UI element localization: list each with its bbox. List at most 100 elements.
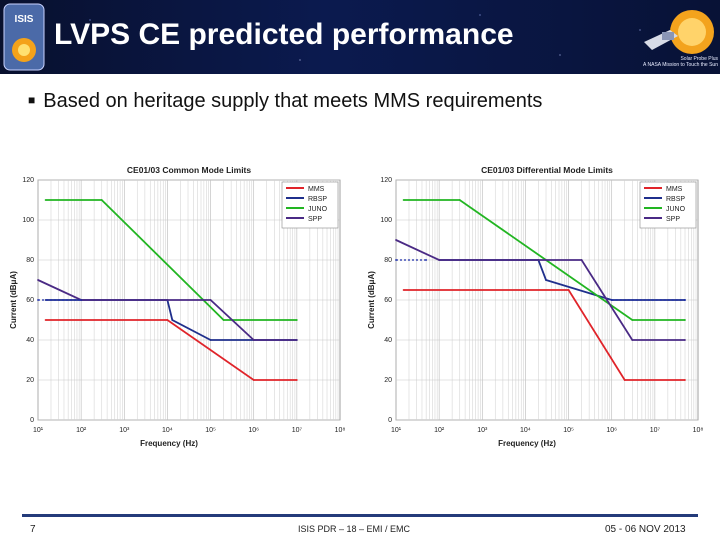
series-line-mms — [403, 289, 685, 381]
legend-box — [639, 181, 697, 229]
x-tick-label: 10² — [434, 427, 445, 434]
logo-text: ISIS — [15, 14, 34, 25]
data-point — [37, 299, 39, 301]
data-point — [395, 259, 397, 261]
y-tick-label: 40 — [26, 337, 34, 344]
data-point — [171, 319, 174, 321]
x-axis-label: Frequency (Hz) — [498, 439, 556, 448]
data-point — [252, 379, 255, 381]
bullet-text: Based on heritage supply that meets MMS … — [43, 90, 543, 112]
data-point — [631, 339, 634, 341]
page-number: 7 — [30, 524, 36, 535]
differential-mode-chart: 10¹ 10² 10³ 10⁴ 10⁵ 10⁶ 10⁷ 10⁸ 0 20 40 60 80 100 120 C… — [367, 165, 704, 448]
x-tick-label: 10⁵ — [205, 427, 216, 434]
y-tick-label: 60 — [384, 297, 392, 304]
data-point — [252, 339, 255, 341]
x-tick-label: 10⁴ — [520, 427, 531, 434]
legend-label: RBSP — [308, 196, 327, 203]
y-tick-label: 100 — [22, 217, 34, 224]
solar-probe-plus-logo — [644, 10, 714, 54]
data-point — [438, 259, 441, 261]
y-tick-label: 80 — [26, 257, 34, 264]
data-point — [44, 319, 47, 321]
isis-logo: ISIS — [3, 3, 45, 71]
data-point — [684, 319, 686, 321]
legend-box — [281, 181, 339, 229]
data-point — [684, 299, 686, 301]
legend-label: SPP — [666, 216, 680, 223]
data-point — [209, 299, 212, 301]
data-point — [567, 289, 570, 291]
y-axis-label: Current (dBμA) — [367, 271, 376, 329]
y-tick-label: 0 — [30, 417, 34, 424]
data-point — [37, 279, 39, 281]
x-tick-label: 10¹ — [391, 427, 402, 434]
y-tick-label: 120 — [380, 177, 392, 184]
data-point — [545, 279, 547, 281]
chart-title: CE01/03 Differential Mode Limits — [481, 165, 613, 175]
x-tick-label: 10⁵ — [563, 427, 574, 434]
legend-label: SPP — [308, 216, 322, 223]
common-mode-chart: 10¹ 10² 10³ 10⁴ 10⁵ 10⁶ 10⁷ 10⁸ 0 20 40 60 80 100 120 C… — [9, 165, 346, 448]
data-point — [44, 199, 47, 201]
x-tick-label: 10⁶ — [606, 427, 617, 434]
legend-label: MMS — [666, 186, 683, 193]
chart-title: CE01/03 Common Mode Limits — [127, 165, 251, 175]
data-point — [425, 259, 428, 261]
data-point — [623, 379, 626, 381]
bullet-square-icon: ■ — [28, 93, 36, 107]
header-banner: ISIS LVPS CE predicted performance Solar… — [0, 0, 720, 74]
x-axis-label: Frequency (Hz) — [140, 439, 198, 448]
series-line-juno — [45, 199, 297, 321]
slide-title: LVPS CE predicted performance — [54, 18, 514, 51]
data-point — [209, 339, 212, 341]
legend-label: JUNO — [308, 206, 328, 213]
x-tick-label: 10⁴ — [162, 427, 173, 434]
data-point — [684, 339, 686, 341]
x-tick-label: 10⁶ — [248, 427, 259, 434]
x-tick-label: 10¹ — [33, 427, 44, 434]
data-point — [100, 199, 103, 201]
data-point — [222, 319, 225, 321]
legend-label: RBSP — [666, 196, 685, 203]
y-tick-label: 20 — [384, 377, 392, 384]
bullet-point: ■ Based on heritage supply that meets MMS… — [28, 90, 542, 113]
footer-center-text: ISIS PDR – 18 – EMI / EMC — [298, 524, 411, 534]
data-point — [295, 379, 298, 381]
series-line-mms — [45, 319, 297, 381]
x-tick-label: 10⁸ — [693, 427, 704, 434]
data-point — [684, 379, 686, 381]
data-point — [402, 199, 405, 201]
data-point — [402, 289, 405, 291]
y-tick-label: 40 — [384, 337, 392, 344]
x-tick-label: 10⁸ — [335, 427, 346, 434]
data-point — [166, 319, 169, 321]
y-tick-label: 0 — [388, 417, 392, 424]
y-tick-label: 100 — [380, 217, 392, 224]
footer-date: 05 - 06 NOV 2013 — [605, 524, 686, 535]
y-tick-label: 120 — [22, 177, 34, 184]
data-point — [295, 339, 298, 341]
x-tick-label: 10⁷ — [650, 427, 661, 434]
data-point — [295, 319, 298, 321]
logo-caption: Solar Probe Plus A NASA Mission to Touch… — [624, 56, 718, 68]
x-tick-label: 10³ — [477, 427, 488, 434]
x-tick-label: 10² — [76, 427, 87, 434]
y-tick-label: 20 — [26, 377, 34, 384]
logo-caption-line: Solar Probe Plus — [680, 56, 718, 62]
footer-rule — [22, 514, 698, 517]
starfield-background — [0, 0, 720, 74]
x-tick-label: 10³ — [119, 427, 130, 434]
x-tick-label: 10⁷ — [292, 427, 303, 434]
legend-label: JUNO — [666, 206, 686, 213]
data-point — [458, 199, 461, 201]
y-tick-label: 80 — [384, 257, 392, 264]
legend-label: MMS — [308, 186, 325, 193]
data-point — [580, 259, 583, 261]
data-point — [610, 299, 613, 301]
y-tick-label: 60 — [26, 297, 34, 304]
data-point — [80, 299, 83, 301]
y-axis-label: Current (dBμA) — [9, 271, 18, 329]
data-point — [631, 319, 634, 321]
data-point — [395, 239, 397, 241]
